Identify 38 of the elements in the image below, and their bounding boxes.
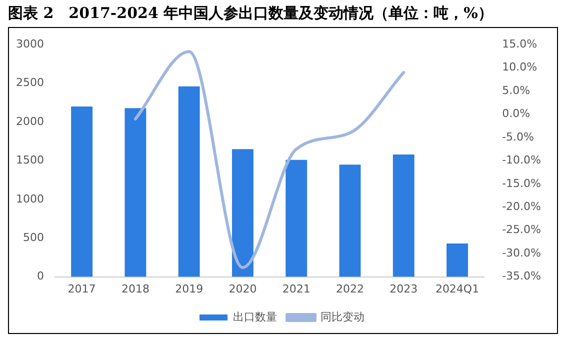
y2-tick-label: 5.0%: [502, 84, 530, 97]
y2-tick-label: -10.0%: [502, 154, 542, 167]
bar: [232, 149, 254, 277]
y-tick-label: 2500: [16, 76, 44, 90]
x-tick-label: 2023: [390, 282, 418, 296]
y2-tick-label: 0.0%: [502, 107, 530, 120]
legend-label: 同比变动: [320, 310, 364, 324]
bar: [446, 244, 468, 277]
line-series: [134, 50, 406, 270]
y-tick-label: 500: [22, 230, 44, 244]
bar: [286, 160, 308, 277]
legend-label: 出口数量: [233, 310, 277, 324]
bar: [392, 154, 414, 277]
bar: [178, 86, 200, 277]
x-tick-label: 2018: [121, 282, 150, 296]
bar: [124, 108, 146, 277]
y2-tick-label: -35.0%: [502, 270, 542, 283]
x-tick-label: 2021: [282, 282, 310, 296]
y-tick-label: 1500: [16, 154, 44, 167]
x-tick-label: 2020: [228, 282, 257, 296]
y-tick-label: 3000: [16, 37, 44, 50]
y2-tick-label: 10.0%: [502, 60, 538, 74]
bar: [339, 164, 361, 277]
x-tick-label: 2022: [336, 282, 364, 296]
x-tick-label: 2024Q1: [435, 282, 480, 296]
y-tick-label: 0: [36, 270, 44, 283]
x-tick-label: 2019: [175, 282, 204, 296]
y2-tick-label: -20.0%: [502, 200, 542, 213]
y-tick-label: 1000: [16, 192, 44, 206]
y2-tick-label: -15.0%: [502, 176, 542, 190]
y2-tick-label: -25.0%: [502, 223, 542, 236]
y2-tick-label: -5.0%: [502, 130, 534, 144]
y-tick-label: 2000: [16, 114, 44, 128]
bar: [71, 106, 93, 277]
y2-tick-label: -30.0%: [502, 246, 542, 260]
chart-title: 图表 2 2017-2024 年中国人参出口数量及变动情况（单位：吨，%）: [8, 4, 494, 23]
x-tick-label: 2017: [68, 282, 96, 296]
y2-tick-label: 15.0%: [502, 37, 538, 50]
